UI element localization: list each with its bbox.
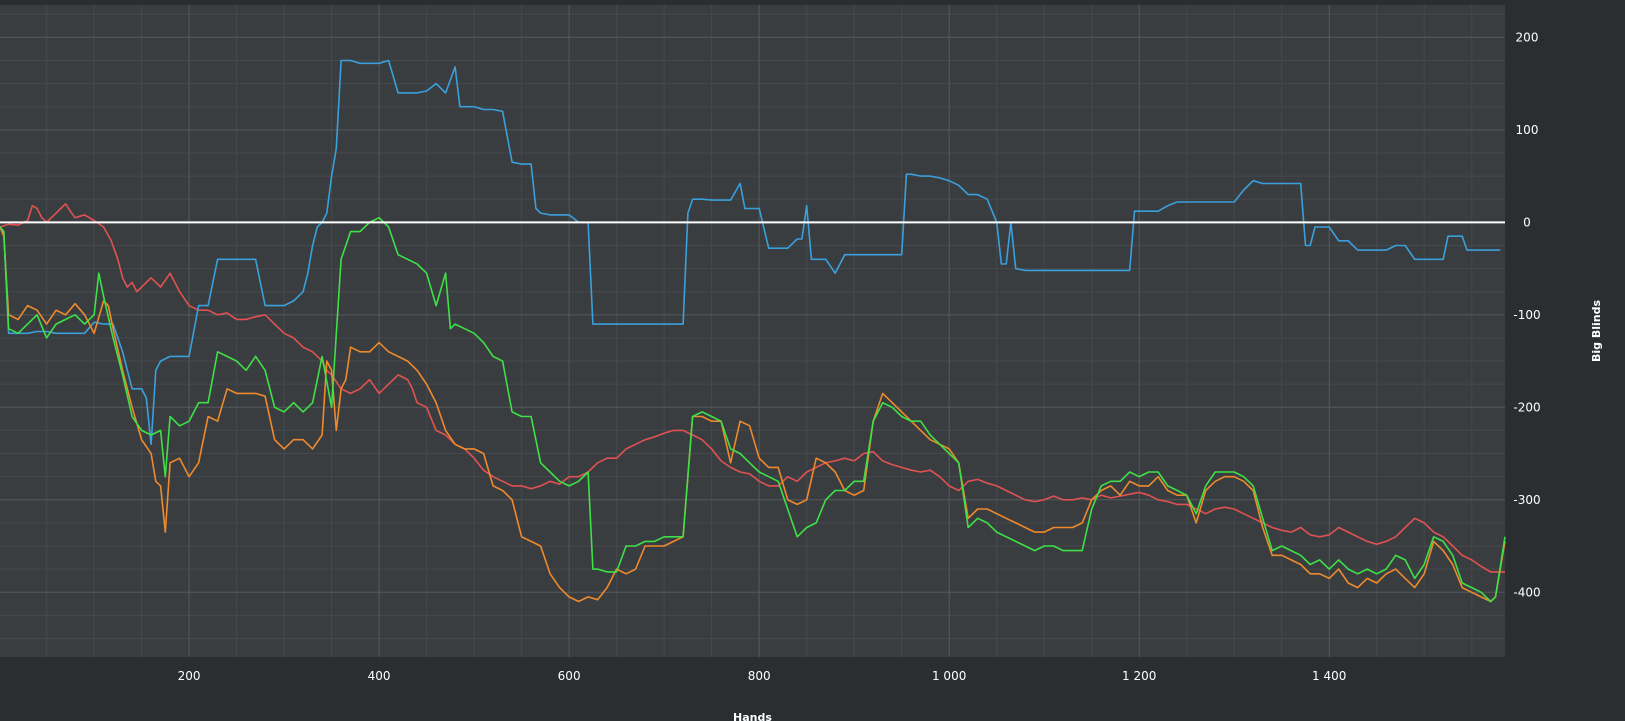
x-tick-label: 400 xyxy=(368,669,391,683)
minor-gridlines xyxy=(0,5,1505,657)
plot-area xyxy=(0,5,1505,657)
x-axis-ticks: 200 400 600 800 1 000 1 200 1 400 xyxy=(178,669,1347,683)
y-tick-label: -200 xyxy=(1513,400,1540,414)
y-tick-label: -400 xyxy=(1513,585,1540,599)
series-line-1 xyxy=(0,203,1505,573)
x-tick-label: 200 xyxy=(178,669,201,683)
y-tick-label: -100 xyxy=(1513,308,1540,322)
series-line-4 xyxy=(0,216,1506,603)
x-tick-label: 600 xyxy=(558,669,581,683)
y-tick-label: 0 xyxy=(1523,215,1531,229)
x-axis-label: Hands xyxy=(733,711,772,721)
x-tick-label: 1 400 xyxy=(1312,669,1346,683)
x-tick-label: 1 200 xyxy=(1122,669,1156,683)
series-line-2 xyxy=(0,59,1501,446)
y-tick-label: -300 xyxy=(1513,493,1540,507)
x-tick-label: 1 000 xyxy=(932,669,966,683)
y-axis-label: Big Blinds xyxy=(1590,300,1603,362)
y-tick-label: 200 xyxy=(1516,30,1539,44)
y-tick-label: 100 xyxy=(1516,123,1539,137)
y-axis-ticks: 200 100 0 -100 -200 -300 -400 xyxy=(1513,30,1540,599)
series-layer xyxy=(0,59,1506,603)
x-tick-label: 800 xyxy=(748,669,771,683)
